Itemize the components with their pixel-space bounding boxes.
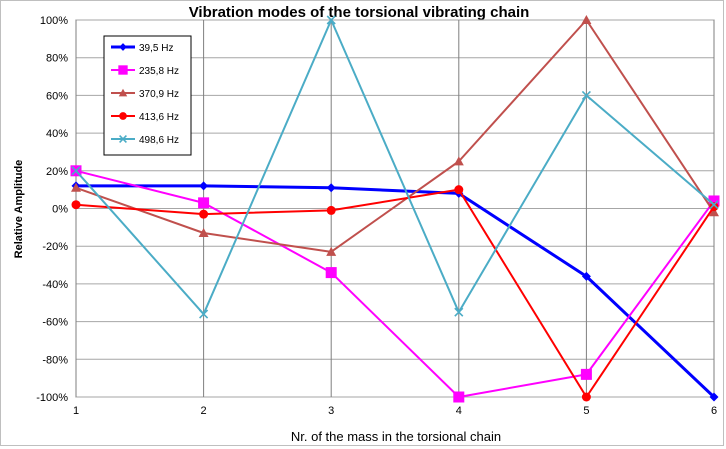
x-tick-label: 4 [456,405,462,417]
y-tick-label: 20% [46,166,68,178]
y-tick-label: -80% [42,354,68,366]
data-point [580,368,592,380]
x-tick-label: 6 [711,405,717,417]
data-point [453,391,465,403]
y-tick-label: -60% [42,317,68,329]
x-tick-label: 3 [328,405,334,417]
y-tick-label: -40% [42,279,68,291]
legend-item: 235,8 Hz [111,65,179,77]
data-point [198,228,209,238]
legend-marker [119,112,127,120]
data-point [198,197,210,209]
data-point [709,207,719,217]
x-tick-label: 5 [583,405,589,417]
y-tick-label: 0% [52,204,68,216]
chart-title: Vibration modes of the torsional vibrati… [189,4,530,21]
data-point [581,271,591,281]
data-point [709,392,719,402]
y-tick-label: 100% [40,15,68,27]
legend-item: 498,6 Hz [111,135,179,146]
data-point [199,181,209,191]
data-point [453,156,464,166]
data-point [199,209,209,219]
data-point [325,267,337,279]
series-line [75,188,715,398]
series-line [76,184,716,399]
data-point [454,185,464,195]
y-tick-label: 80% [46,53,68,65]
data-point [326,246,337,256]
series-line [75,19,715,316]
y-tick-label: -20% [42,241,68,253]
legend-label: 498,6 Hz [139,135,179,146]
legend-marker [119,43,127,51]
legend-label: 39,5 Hz [139,43,173,54]
data-point [199,309,209,319]
series-line [75,169,715,398]
legend-item: 39,5 Hz [111,43,173,54]
data-point [326,15,336,25]
data-point [454,307,464,317]
legend-item: 370,9 Hz [111,88,179,100]
data-point [708,195,720,207]
data-point [581,15,592,24]
data-point [581,392,591,402]
y-axis-label: Relative Amplitude [13,160,25,259]
legend-box [103,35,192,156]
legend-label: 235,8 Hz [139,66,179,77]
legend-label: 370,9 Hz [139,89,179,100]
axes: 100% 80% 60% 40% 20% 0% -20% -40% -60% -80% -100% 1… [36,15,717,417]
data-point [71,166,81,176]
legend-item: 413,6 Hz [111,112,179,123]
series-line [75,19,715,253]
legend: 39,5 Hz 235,8 Hz 370,9 Hz 413,6 Hz 498,6 Hz [103,35,192,156]
y-tick-label: 40% [46,128,68,140]
data-point [326,205,336,215]
legend-label: 413,6 Hz [139,112,179,123]
legend-marker [118,88,128,97]
x-tick-label: 2 [201,405,207,417]
data-point [709,202,719,212]
series-layer [70,15,720,403]
data-point [326,183,336,193]
y-tick-label: 60% [46,90,68,102]
legend-marker [118,65,128,75]
data-point [709,200,719,210]
data-point [71,182,81,192]
data-point [71,200,81,210]
series-5 [71,15,719,319]
series-3 [71,15,719,256]
legend-marker [119,135,127,143]
series-4 [71,185,719,402]
data-point [581,90,591,100]
x-tick-label: 1 [73,405,79,417]
x-axis-label: Nr. of the mass in the torsional chain [291,429,501,444]
y-tick-label: -100% [36,392,68,404]
